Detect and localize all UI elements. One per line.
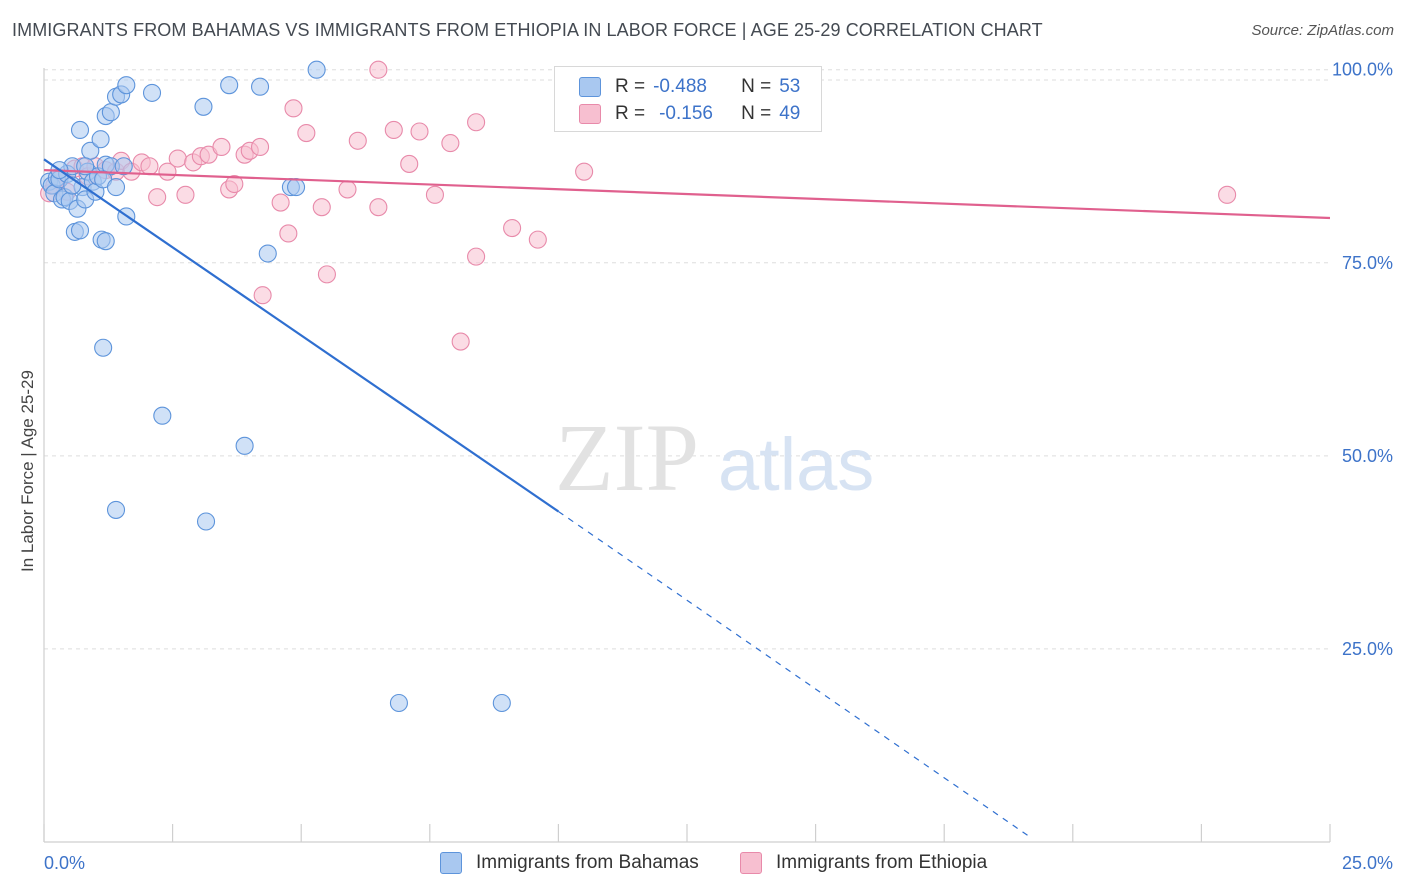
- y-tick-label: 25.0%: [1342, 639, 1393, 659]
- bahamas-point: [389, 693, 408, 713]
- bahamas-trend-extension: [558, 510, 1032, 839]
- ethiopia-r-value: -0.156: [659, 103, 713, 124]
- bahamas-n-label: N =: [741, 76, 772, 97]
- bahamas-r-value: -0.488: [653, 76, 707, 97]
- ethiopia-point: [284, 99, 303, 118]
- bahamas-point: [287, 178, 306, 197]
- legend-row-ethiopia: R = -0.156 N = 49: [579, 102, 800, 126]
- ethiopia-point: [176, 185, 195, 204]
- trend-lines: [43, 158, 1331, 839]
- bahamas-point: [492, 693, 511, 713]
- ethiopia-point: [212, 137, 231, 157]
- bahamas-point: [194, 97, 213, 116]
- ethiopia-point: [348, 131, 367, 150]
- ethiopia-point: [250, 137, 270, 157]
- ethiopia-point: [575, 162, 594, 181]
- bahamas-point: [153, 406, 172, 425]
- ethiopia-point: [384, 120, 403, 140]
- ethiopia-n-value: 49: [779, 103, 801, 124]
- ethiopia-point: [467, 113, 486, 132]
- bahamas-point: [142, 83, 162, 102]
- ethiopia-point: [369, 198, 388, 217]
- ethiopia-legend-label: Immigrants from Ethiopia: [776, 852, 988, 873]
- bahamas-point: [220, 76, 239, 95]
- tick-labels: 25.0% 50.0% 75.0% 100.0% 0.0% 25.0%: [44, 60, 1393, 873]
- ethiopia-point: [297, 123, 316, 143]
- y-tick-label: 75.0%: [1342, 253, 1393, 273]
- ethiopia-point: [312, 198, 331, 217]
- ethiopia-point: [338, 180, 357, 199]
- bahamas-legend-swatch: [440, 852, 462, 874]
- bahamas-point: [70, 120, 90, 140]
- watermark-zip: ZIP: [555, 404, 699, 511]
- ethiopia-n-label: N =: [741, 103, 772, 124]
- bahamas-point: [196, 512, 216, 531]
- bahamas-point: [91, 130, 110, 149]
- ethiopia-swatch: [579, 104, 601, 124]
- ethiopia-r-label: R =: [615, 103, 646, 124]
- x-tick-label-max: 25.0%: [1342, 853, 1393, 873]
- y-tick-label: 50.0%: [1342, 446, 1393, 466]
- bahamas-r-label: R =: [615, 76, 646, 97]
- bottom-legend-ethiopia: Immigrants from Ethiopia: [740, 852, 987, 874]
- watermark: ZIP atlas: [555, 404, 874, 511]
- ethiopia-point: [528, 230, 547, 249]
- bottom-legend-bahamas: Immigrants from Bahamas: [440, 852, 699, 874]
- ethiopia-legend-swatch: [740, 852, 762, 874]
- legend-row-bahamas: R = -0.488 N = 53: [579, 75, 800, 99]
- ethiopia-point: [410, 122, 429, 141]
- ethiopia-point: [1218, 185, 1237, 204]
- ethiopia-point: [369, 60, 388, 79]
- bahamas-trend-line: [43, 158, 560, 513]
- ethiopia-point: [271, 193, 290, 212]
- ethiopia-point: [168, 149, 187, 168]
- bahamas-point: [94, 338, 113, 357]
- bahamas-point: [70, 221, 90, 240]
- ethiopia-point: [140, 157, 159, 176]
- bahamas-point: [250, 77, 270, 96]
- stats-legend: R = -0.488 N = 53 R = -0.156 N = 49: [554, 66, 822, 132]
- ethiopia-point: [317, 265, 336, 284]
- bahamas-n-value: 53: [779, 76, 801, 97]
- source-label: Source: ZipAtlas.com: [1251, 22, 1394, 39]
- bahamas-swatch: [579, 77, 601, 97]
- ethiopia-point: [148, 188, 167, 207]
- watermark-atlas: atlas: [718, 423, 874, 506]
- bahamas-point: [235, 436, 254, 455]
- ethiopia-point: [441, 134, 460, 153]
- x-tick-label-min: 0.0%: [44, 853, 85, 873]
- bahamas-point: [258, 244, 277, 263]
- bahamas-point: [307, 60, 326, 79]
- ethiopia-trend-line: [43, 169, 1331, 220]
- ethiopia-point: [400, 154, 419, 173]
- bahamas-legend-label: Immigrants from Bahamas: [476, 852, 699, 873]
- ethiopia-point: [503, 218, 522, 238]
- bahamas-point: [96, 232, 115, 251]
- bahamas-point: [106, 500, 126, 519]
- bahamas-point: [101, 103, 120, 122]
- ethiopia-point: [451, 332, 470, 351]
- bahamas-points: [40, 60, 511, 713]
- chart-title: IMMIGRANTS FROM BAHAMAS VS IMMIGRANTS FR…: [12, 20, 1043, 40]
- ethiopia-point: [253, 286, 272, 305]
- bahamas-point: [114, 157, 133, 176]
- bahamas-point: [117, 76, 136, 95]
- ethiopia-point: [467, 247, 486, 266]
- ethiopia-point: [425, 185, 444, 204]
- bahamas-point: [106, 178, 126, 197]
- ethiopia-point: [225, 174, 244, 194]
- y-tick-label: 100.0%: [1332, 60, 1393, 80]
- ethiopia-point: [279, 224, 298, 243]
